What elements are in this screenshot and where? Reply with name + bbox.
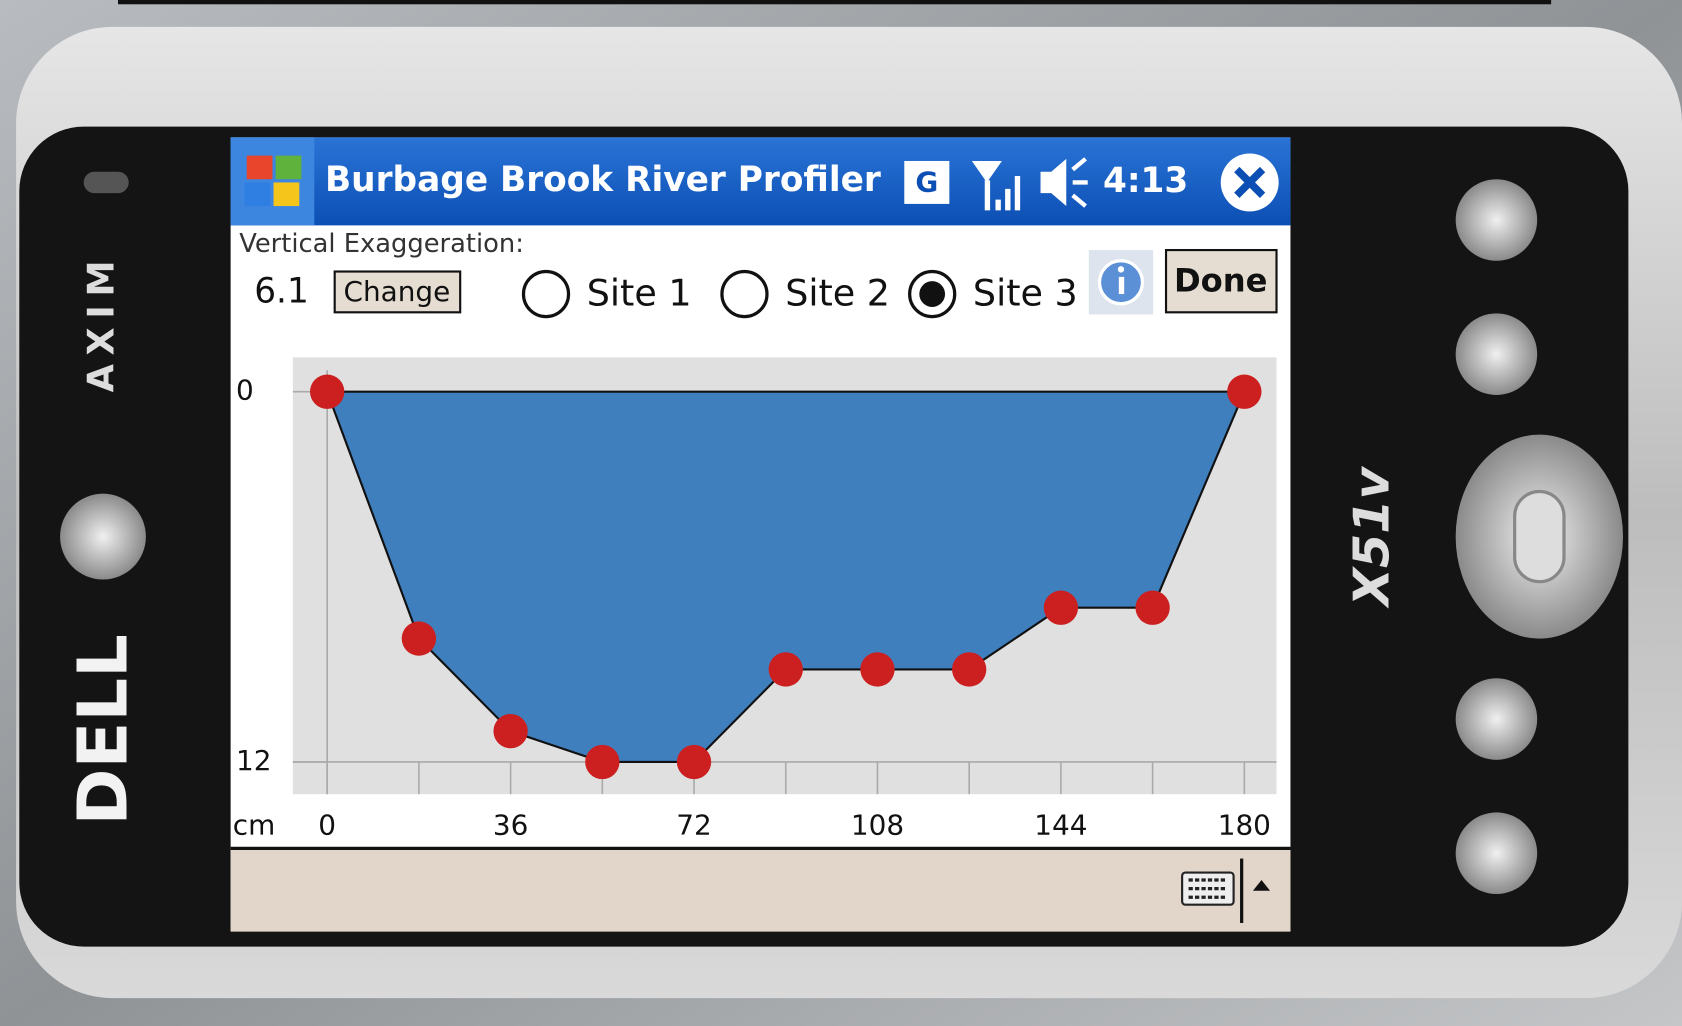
profile-point[interactable] [493, 714, 527, 748]
profile-point[interactable] [769, 652, 803, 686]
start-button[interactable] [231, 137, 315, 225]
profile-point[interactable] [677, 745, 711, 779]
radio-dot [919, 281, 945, 307]
brand: DELL [63, 634, 143, 825]
done-button-label: Done [1174, 261, 1268, 299]
profile-point[interactable] [310, 375, 344, 409]
y-tick-label: 12 [236, 744, 271, 777]
model-line: AXIM [79, 252, 122, 393]
info-glyph [1119, 277, 1124, 294]
page: AXIM DELL X51v Burbage Brook River Profi… [0, 0, 1682, 1026]
profile-point[interactable] [1135, 591, 1169, 625]
input-bar-border [231, 847, 1291, 850]
power-button[interactable] [60, 494, 146, 580]
led [84, 172, 129, 193]
input-bar [231, 848, 1291, 932]
radio-label: Site 2 [785, 272, 890, 315]
profile-point[interactable] [1227, 375, 1261, 409]
hardware-button[interactable] [1456, 179, 1538, 261]
screenshot: AXIM DELL X51v Burbage Brook River Profi… [0, 0, 1682, 1026]
profile-point[interactable] [585, 745, 619, 779]
status-letter: G [915, 166, 938, 199]
profile-point[interactable] [860, 652, 894, 686]
radio-label: Site 1 [587, 272, 692, 315]
hardware-button[interactable] [1456, 313, 1538, 395]
edge [118, 0, 1551, 4]
profile-chart: 0 12 0 36 72 108 144 180 cm [233, 357, 1277, 841]
radio-label: Site 3 [973, 272, 1078, 315]
exaggeration-label: Vertical Exaggeration: [239, 229, 524, 259]
site-selector: Site 1 Site 2 Site 3 [523, 272, 1077, 317]
model: X51v [1343, 465, 1401, 609]
x-tick-label: 36 [493, 808, 528, 841]
separator [1240, 859, 1243, 923]
hardware-button[interactable] [1456, 678, 1538, 760]
profile-point[interactable] [1044, 591, 1078, 625]
x-tick-label: 0 [318, 808, 336, 841]
radio-button[interactable] [523, 272, 568, 317]
x-axis-label: cm [233, 808, 275, 841]
clock: 4:13 [1103, 161, 1188, 201]
x-tick-label: 180 [1218, 808, 1271, 841]
app-title: Burbage Brook River Profiler [325, 160, 881, 200]
info-glyph [1118, 266, 1124, 272]
x-tick-label: 72 [676, 808, 711, 841]
exaggeration-value: 6.1 [254, 271, 309, 311]
nav-center[interactable] [1515, 492, 1564, 582]
profile-point[interactable] [952, 652, 986, 686]
radio-button[interactable] [722, 272, 767, 317]
y-tick-label: 0 [236, 374, 254, 407]
hardware-button[interactable] [1456, 812, 1538, 894]
x-tick-label: 108 [851, 808, 904, 841]
change-button-label: Change [344, 275, 451, 308]
profile-point[interactable] [402, 621, 436, 655]
x-tick-label: 144 [1034, 808, 1087, 841]
